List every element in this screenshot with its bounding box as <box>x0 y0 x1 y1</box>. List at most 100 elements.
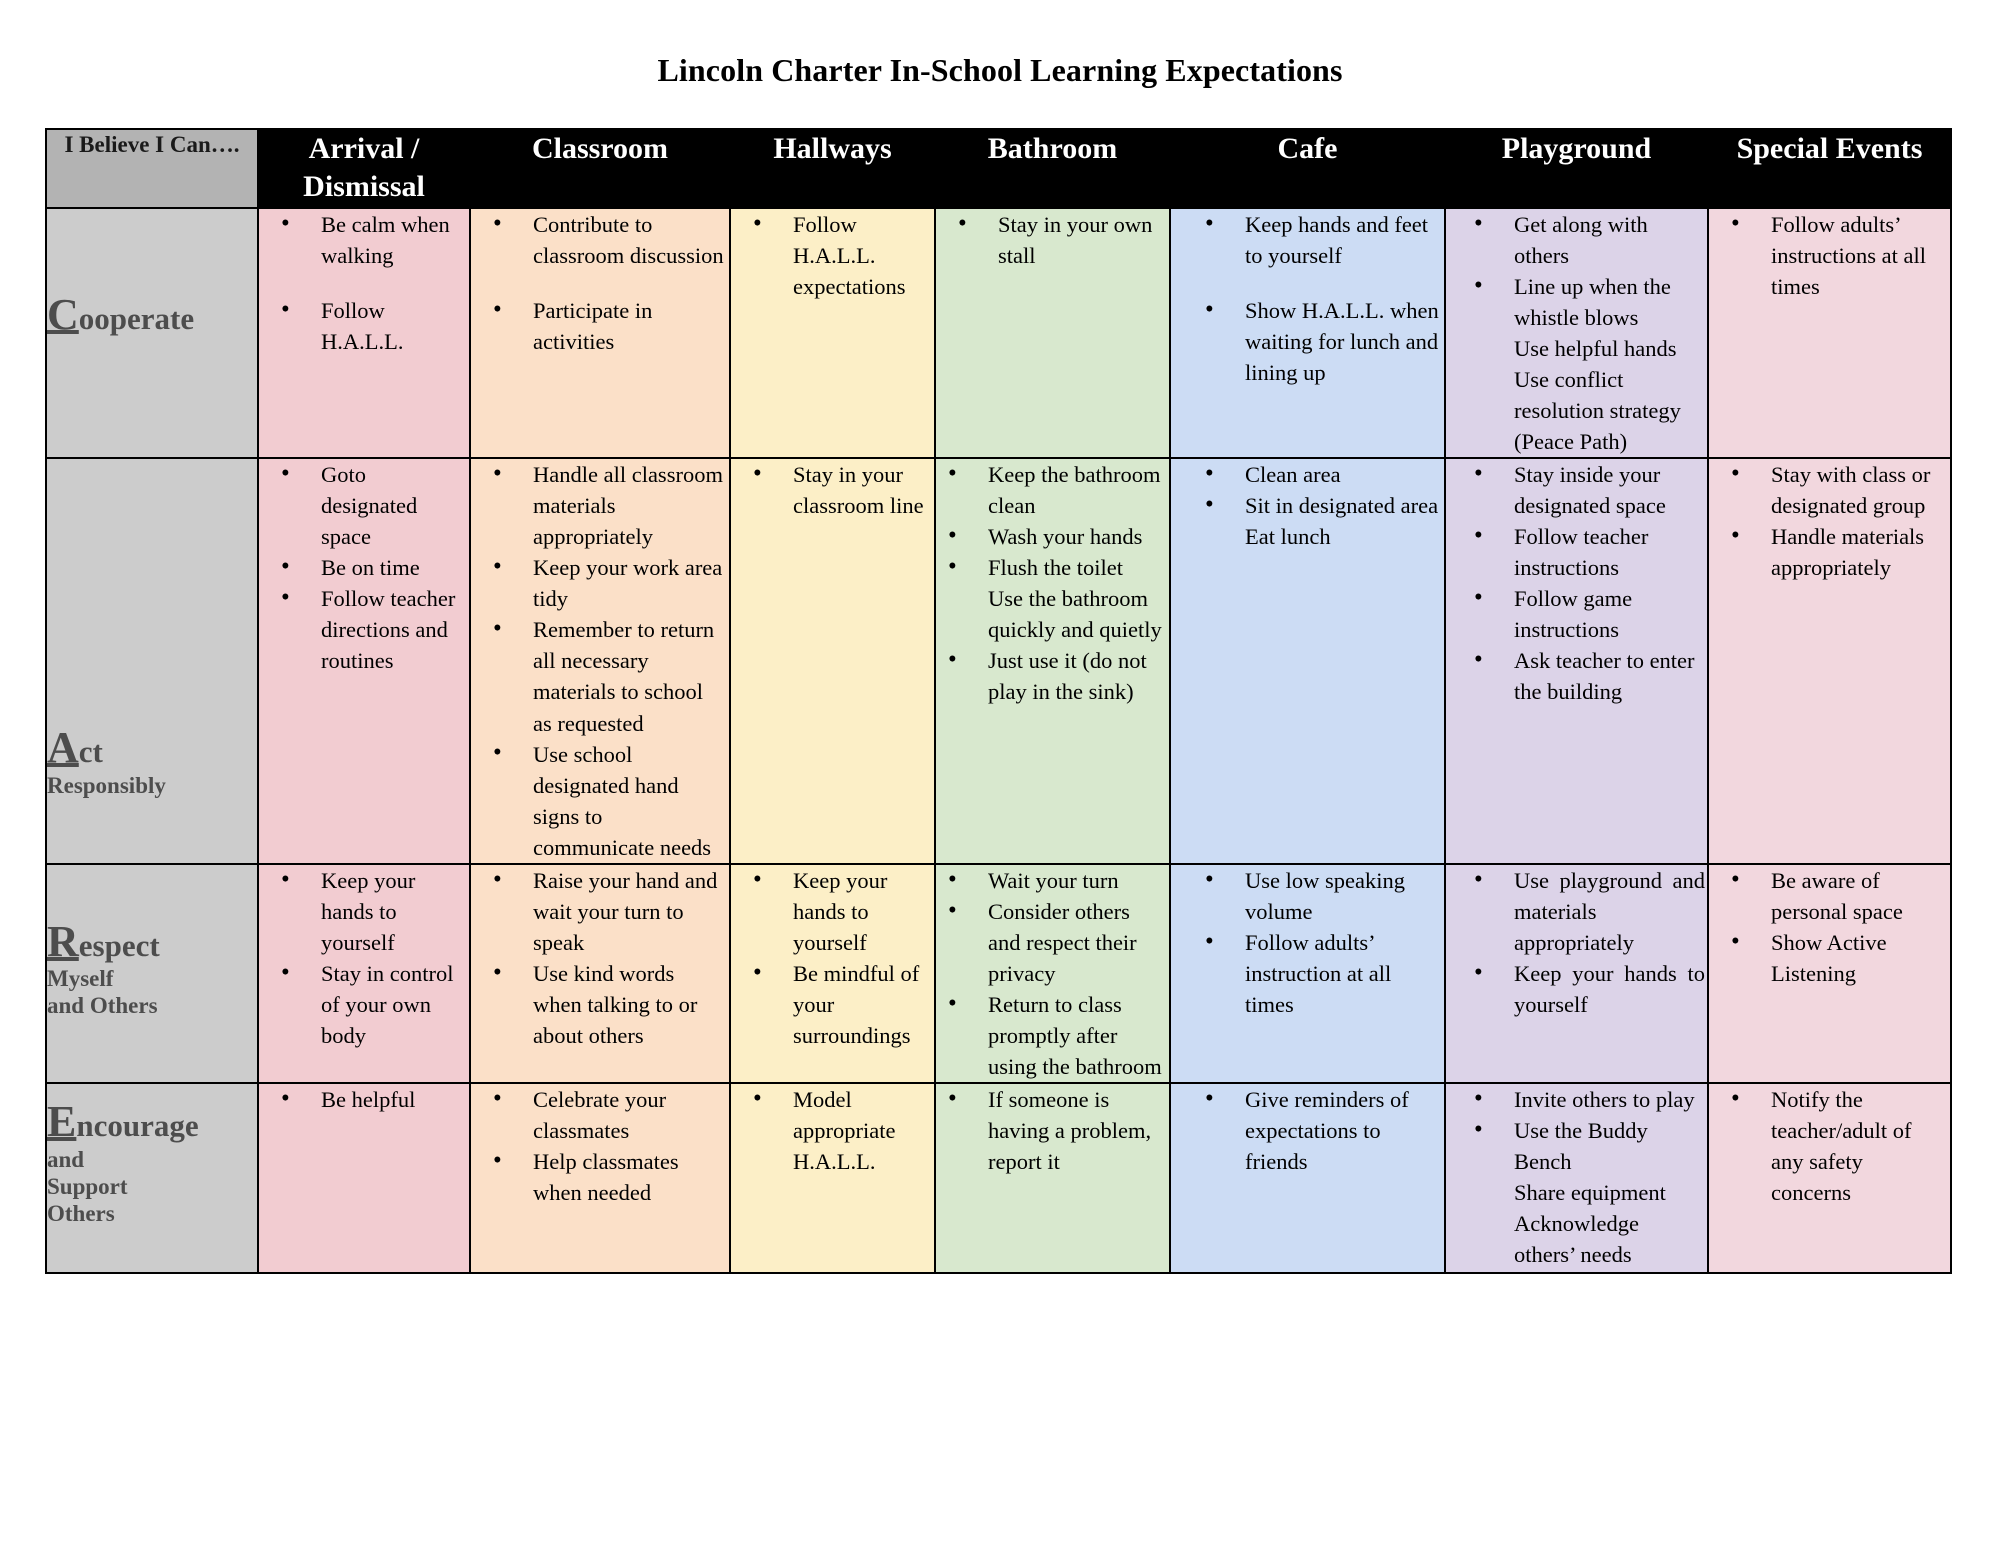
list-item: Wash your hands <box>948 519 1167 554</box>
cell-respect-hallways: Keep your hands to yourself Be mindful o… <box>729 863 936 1085</box>
corner-header: I Believe I Can…. <box>45 128 259 209</box>
list-item: Keep your hands to yourself <box>753 863 932 958</box>
cell-act-playground: Stay inside your designated space Follow… <box>1444 457 1709 865</box>
cell-respect-playground: Use playground and materials appropriate… <box>1444 863 1709 1085</box>
list-item: Help classmates when needed <box>493 1144 727 1208</box>
cell-cooperate-cafe: Keep hands and feet to yourself Show H.A… <box>1169 207 1446 460</box>
row-label-cooperate: Cooperate <box>45 206 259 460</box>
row-label-encourage-sub-2: Support <box>47 1173 128 1199</box>
cell-encourage-arrival: Be helpful <box>257 1082 471 1275</box>
cell-cooperate-special: Follow adults’ instructions at all times <box>1707 207 1952 460</box>
list-item: Follow adults’ instruction at all times <box>1205 925 1442 1020</box>
cell-encourage-cafe: Give reminders of expectations to friend… <box>1169 1082 1446 1275</box>
list-item: Use helpful hands <box>1514 335 1677 361</box>
list-item: Use conflict resolution strategy (Peace … <box>1514 367 1681 455</box>
row-label-act: Act Responsibly <box>45 457 259 865</box>
list-item: Sit in designated area <box>1205 488 1442 523</box>
row-label-respect: Respect Myself and Others <box>45 862 259 1085</box>
list-item: Keep your hands to yourself <box>1474 956 1705 1020</box>
list-item: Stay in your own stall <box>958 207 1167 271</box>
list-item: Follow H.A.L.L. <box>281 293 467 357</box>
column-header-playground: Playground <box>1444 128 1709 209</box>
list-item: Follow H.A.L.L. expectations <box>753 207 932 302</box>
list-item: Stay with class or designated group <box>1731 457 1948 521</box>
cell-respect-special: Be aware of personal space Show Active L… <box>1707 863 1952 1085</box>
cell-cooperate-playground: Get along with others Line up when the w… <box>1444 207 1709 460</box>
list-item: Follow adults’ instructions at all times <box>1731 207 1948 302</box>
row-label-act-sub: Responsibly <box>47 772 166 798</box>
list-item: Be helpful <box>281 1082 467 1117</box>
list-item: Ask teacher to enter the building <box>1474 643 1705 707</box>
column-header-classroom: Classroom <box>469 128 731 209</box>
list-item: Be calm when walking <box>281 207 467 271</box>
column-header-cafe: Cafe <box>1169 128 1446 209</box>
list-item: Model appropriate H.A.L.L. <box>753 1082 932 1177</box>
list-item: Keep hands and feet to yourself <box>1205 207 1442 271</box>
list-item: Be on time <box>281 550 467 585</box>
expectations-matrix: I Believe I Can…. Arrival / Dismissal Cl… <box>45 128 1952 1275</box>
column-header-arrival: Arrival / Dismissal <box>257 128 471 209</box>
cell-act-classroom: Handle all classroom materials appropria… <box>469 457 731 865</box>
column-header-special-events: Special Events <box>1707 128 1952 209</box>
list-item: Notify the teacher/adult of any safety c… <box>1731 1082 1948 1208</box>
cell-cooperate-bathroom: Stay in your own stall <box>934 207 1171 460</box>
list-item: Stay inside your designated space <box>1474 457 1705 521</box>
list-item: Use the bathroom quickly and quietly <box>988 586 1162 643</box>
cell-act-special: Stay with class or designated group Hand… <box>1707 457 1952 865</box>
cell-encourage-special: Notify the teacher/adult of any safety c… <box>1707 1082 1952 1275</box>
list-item: If someone is having a problem, report i… <box>948 1082 1167 1177</box>
list-item: Follow game instructions <box>1474 581 1705 645</box>
list-item: Contribute to classroom discussion <box>493 207 727 271</box>
list-item: Use playground and materials appropriate… <box>1474 863 1705 958</box>
cell-cooperate-arrival: Be calm when walking Follow H.A.L.L. <box>257 207 471 460</box>
list-item: Use school designated hand signs to comm… <box>493 736 727 863</box>
list-item: Give reminders of expectations to friend… <box>1205 1082 1442 1177</box>
list-item: Raise your hand and wait your turn to sp… <box>493 863 727 958</box>
list-item: Remember to return all necessary materia… <box>493 612 727 738</box>
list-item: Follow teacher directions and routines <box>281 581 467 676</box>
list-item: Follow teacher instructions <box>1474 519 1705 583</box>
cell-encourage-classroom: Celebrate your classmates Help classmate… <box>469 1082 731 1275</box>
row-label-encourage-sub-1: and <box>47 1146 85 1172</box>
list-item: Share equipment <box>1514 1180 1666 1206</box>
cell-act-hallways: Stay in your classroom line <box>729 457 936 865</box>
cell-respect-arrival: Keep your hands to yourself Stay in cont… <box>257 863 471 1085</box>
list-item: Participate in activities <box>493 293 727 357</box>
cell-cooperate-classroom: Contribute to classroom discussion Parti… <box>469 207 731 460</box>
list-item: Flush the toilet <box>948 550 1167 585</box>
cell-respect-cafe: Use low speaking volume Follow adults’ i… <box>1169 863 1446 1085</box>
cell-cooperate-hallways: Follow H.A.L.L. expectations <box>729 207 936 460</box>
row-label-encourage-main: Encourage <box>47 1097 199 1147</box>
list-item: Get along with others <box>1474 207 1705 271</box>
table-row-act: Act Responsibly Goto designated space Be… <box>45 457 1952 865</box>
table-row-cooperate: Cooperate Be calm when walking Follow H.… <box>45 206 1952 460</box>
list-item: Be aware of personal space <box>1731 863 1948 927</box>
list-item: Show Active Listening <box>1731 925 1948 989</box>
column-header-bathroom: Bathroom <box>934 128 1171 209</box>
cell-act-bathroom: Keep the bathroom clean Wash your hands … <box>934 457 1171 865</box>
list-item: Acknowledge others’ needs <box>1514 1211 1639 1268</box>
list-item: Be mindful of your surroundings <box>753 956 932 1051</box>
list-item: Show H.A.L.L. when waiting for lunch and… <box>1205 293 1442 388</box>
row-label-respect-main: Respect <box>47 916 160 966</box>
cell-act-cafe: Clean area Sit in designated area Eat lu… <box>1169 457 1446 865</box>
list-item: Use kind words when talking to or about … <box>493 956 727 1051</box>
cell-respect-classroom: Raise your hand and wait your turn to sp… <box>469 863 731 1085</box>
list-item: Celebrate your classmates <box>493 1082 727 1146</box>
column-header-hallways: Hallways <box>729 128 936 209</box>
cell-encourage-playground: Invite others to play Use the Buddy Benc… <box>1444 1082 1709 1275</box>
list-item: Use low speaking volume <box>1205 863 1442 927</box>
cell-act-arrival: Goto designated space Be on time Follow … <box>257 457 471 865</box>
list-item: Clean area <box>1205 457 1442 492</box>
list-item: Handle all classroom materials appropria… <box>493 457 727 552</box>
list-item: Eat lunch <box>1245 524 1331 550</box>
list-item: Just use it (do not play in the sink) <box>948 643 1167 707</box>
table-header-row: I Believe I Can…. Arrival / Dismissal Cl… <box>45 128 1952 209</box>
list-item: Consider others and respect their privac… <box>948 894 1167 989</box>
row-label-respect-sub-2: and Others <box>47 993 158 1019</box>
list-item: Wait your turn <box>948 863 1167 898</box>
cell-encourage-bathroom: If someone is having a problem, report i… <box>934 1082 1171 1275</box>
list-item: Line up when the whistle blows <box>1474 269 1705 333</box>
row-label-respect-sub-1: Myself <box>47 966 114 992</box>
